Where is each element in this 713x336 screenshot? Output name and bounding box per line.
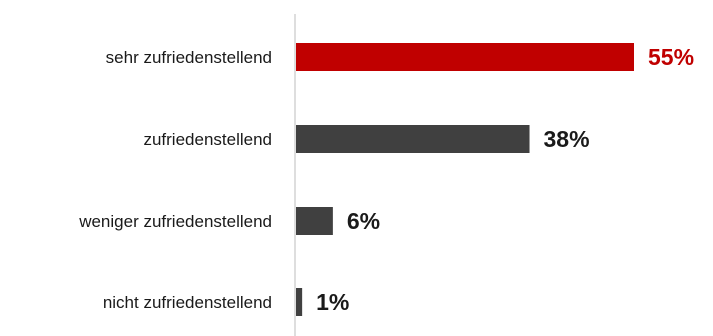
bars-group: sehr zufriedenstellend 55% zufriedenstelle… [78, 43, 694, 316]
bar [296, 125, 530, 153]
value-label: 6% [347, 208, 380, 234]
category-label: zufriedenstellend [143, 130, 272, 149]
category-label: nicht zufriedenstellend [103, 293, 272, 312]
category-label: sehr zufriedenstellend [106, 48, 272, 67]
category-label: weniger zufriedenstellend [78, 212, 272, 231]
value-label: 38% [544, 126, 590, 152]
value-label: 55% [648, 44, 694, 70]
value-label: 1% [316, 289, 349, 315]
bar [296, 288, 303, 316]
bar [296, 43, 634, 71]
bar [296, 207, 333, 235]
